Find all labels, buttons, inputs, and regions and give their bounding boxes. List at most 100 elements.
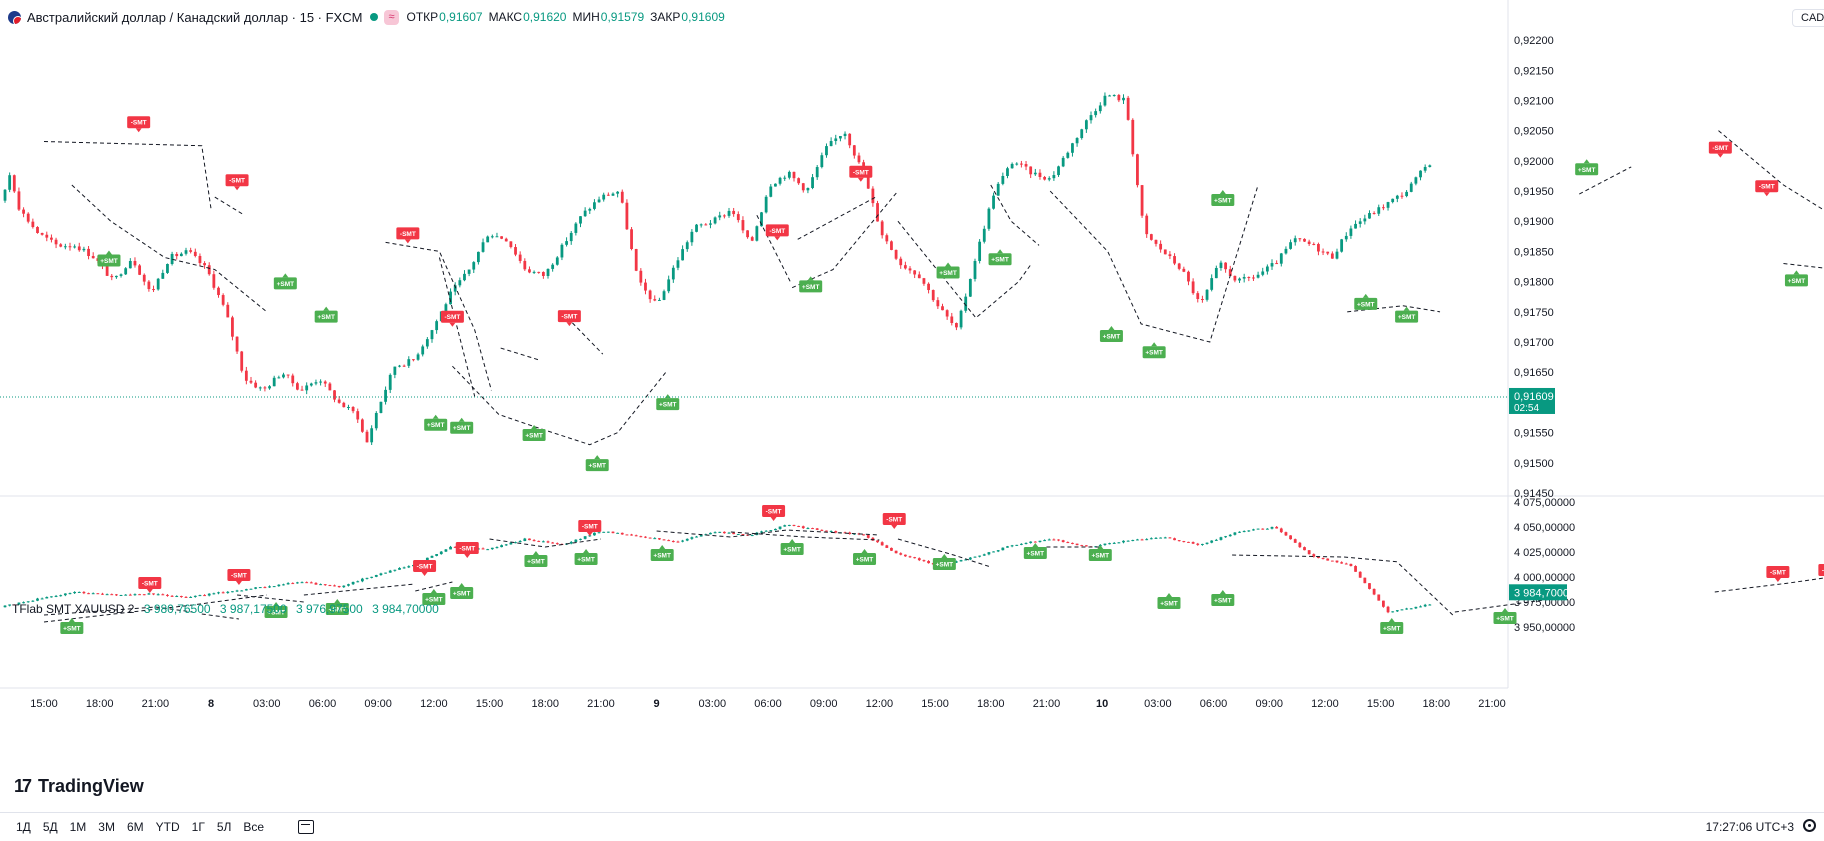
candle-body bbox=[337, 399, 341, 403]
price-axis-tick: 0,91700 bbox=[1514, 337, 1554, 349]
candle-body bbox=[695, 224, 698, 232]
candle-body bbox=[1136, 539, 1139, 541]
last-value-box bbox=[1509, 584, 1567, 601]
timeframe-3m[interactable]: 3М bbox=[98, 820, 115, 834]
candle-body bbox=[523, 260, 527, 270]
candle-body bbox=[1219, 262, 1223, 268]
candle-body bbox=[760, 531, 763, 533]
candle-body bbox=[1321, 251, 1325, 253]
candle-body bbox=[416, 354, 420, 360]
candle-body bbox=[890, 547, 893, 551]
candle-body bbox=[486, 236, 490, 243]
candle-body bbox=[671, 267, 675, 280]
candle-body bbox=[1163, 249, 1167, 255]
timeframe-6m[interactable]: 6М bbox=[126, 820, 144, 834]
smt-badge bbox=[1755, 180, 1779, 193]
utc-clock[interactable]: 17:27:06 UTC+3 bbox=[1705, 820, 1794, 834]
smt-text: +SMT bbox=[1160, 601, 1178, 608]
time-axis-tick: 06:00 bbox=[754, 698, 782, 710]
candle-body bbox=[1372, 213, 1376, 215]
candle-body bbox=[681, 540, 685, 542]
candles bbox=[3, 92, 1432, 445]
smt-pointer bbox=[105, 250, 112, 255]
candle-body bbox=[360, 419, 364, 432]
candle-body bbox=[1363, 577, 1367, 584]
candle-body bbox=[1033, 541, 1037, 543]
candle-body bbox=[300, 389, 304, 391]
currency-button[interactable]: CAD bbox=[1792, 9, 1824, 27]
candle-body bbox=[996, 550, 1000, 552]
candle-body bbox=[625, 534, 629, 536]
timeframe-1m[interactable]: 1М bbox=[69, 820, 87, 834]
smt-text: +SMT bbox=[267, 610, 285, 617]
candle-body bbox=[611, 193, 615, 196]
candle-body bbox=[899, 553, 903, 555]
candle-body bbox=[537, 540, 541, 542]
indicator-close: 3 984,70000 bbox=[372, 602, 439, 616]
price-axis-tick: 0,91650 bbox=[1514, 367, 1554, 379]
candle-body bbox=[384, 572, 387, 574]
candle-body bbox=[541, 541, 545, 543]
candle-body bbox=[1043, 176, 1047, 180]
candle-body bbox=[1103, 95, 1107, 106]
candle-body bbox=[653, 299, 657, 301]
smt-text: +SMT bbox=[856, 557, 874, 564]
candle-body bbox=[1400, 195, 1404, 197]
smt-text: +SMT bbox=[427, 422, 445, 429]
candle-body bbox=[1084, 120, 1088, 130]
smt-badge bbox=[422, 593, 446, 605]
settings-gear-icon[interactable] bbox=[1803, 819, 1816, 832]
smt-pointer bbox=[1583, 159, 1590, 164]
candle-body bbox=[226, 591, 230, 593]
candle-body bbox=[625, 202, 629, 230]
candle-body bbox=[885, 235, 889, 242]
candle-body bbox=[1321, 558, 1325, 560]
candle-body bbox=[1131, 119, 1135, 155]
candle-body bbox=[133, 594, 137, 596]
smt-bull-label: +SMT bbox=[1023, 543, 1047, 559]
timeframe-5y[interactable]: 5Л bbox=[216, 820, 232, 834]
smt-swing-line bbox=[656, 529, 880, 538]
smt-bull-label: +SMT bbox=[1354, 293, 1378, 310]
smt-text: +SMT bbox=[453, 591, 471, 598]
smt-badge bbox=[849, 165, 873, 178]
candle-body bbox=[927, 283, 930, 291]
smt-text: -SMT bbox=[400, 231, 416, 238]
goto-date-icon[interactable] bbox=[298, 820, 315, 834]
tradingview-logo[interactable]: 17 TradingView bbox=[14, 776, 144, 797]
candle-body bbox=[1001, 547, 1005, 551]
candle-body bbox=[1238, 531, 1241, 533]
smt-text: +SMT bbox=[277, 281, 295, 288]
time-axis-tick: 03:00 bbox=[1144, 698, 1172, 710]
candle-body bbox=[128, 594, 132, 596]
candle-body bbox=[1409, 608, 1413, 610]
candle-body bbox=[695, 536, 698, 538]
candle-body bbox=[17, 602, 21, 605]
smt-bull-label: +SMT bbox=[1088, 545, 1112, 561]
candle-body bbox=[73, 246, 77, 248]
chart-canvas[interactable]: 0,92200 0,92150 0,92100 0,92050 0,92000 0,919… bbox=[0, 0, 1824, 812]
indicator-title[interactable]: TFlab SMT XAUUSD 2 bbox=[12, 602, 135, 616]
smt-badge bbox=[1766, 566, 1790, 578]
candle-body bbox=[1293, 539, 1297, 543]
timeframe-5d[interactable]: 5Д bbox=[42, 820, 58, 834]
candle-body bbox=[268, 386, 271, 389]
candle-body bbox=[871, 188, 875, 204]
candle-body bbox=[87, 593, 90, 595]
timeframe-ytd[interactable]: YTD bbox=[155, 820, 180, 834]
symbol-title[interactable]: Австралийский доллар / Канадский доллар … bbox=[27, 9, 363, 25]
timeframe-1d[interactable]: 1Д bbox=[16, 820, 31, 834]
candle-body bbox=[555, 543, 559, 545]
candle-body bbox=[541, 272, 545, 276]
candle-body bbox=[305, 385, 309, 391]
smt-bull-label: +SMT bbox=[273, 273, 297, 290]
candle-body bbox=[801, 526, 805, 529]
candle-body bbox=[282, 374, 285, 378]
timeframe-1y[interactable]: 1Г bbox=[191, 820, 205, 834]
candle-body bbox=[231, 317, 234, 337]
timeframe-all[interactable]: Все bbox=[243, 820, 265, 834]
smt-badge bbox=[1708, 141, 1732, 154]
candle-body bbox=[671, 541, 675, 543]
candle-body bbox=[1261, 271, 1265, 275]
candle-body bbox=[727, 532, 731, 534]
